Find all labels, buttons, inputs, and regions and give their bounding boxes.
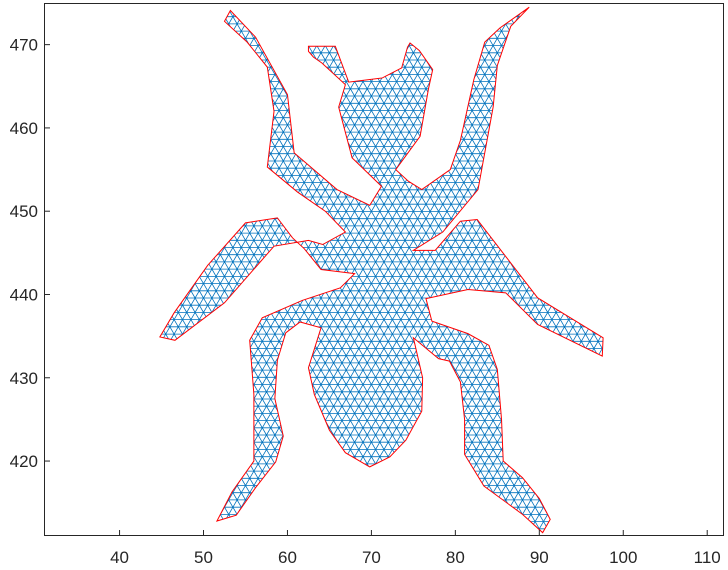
x-tick-label: 100 <box>609 548 637 567</box>
x-tick-label: 90 <box>530 548 549 567</box>
axes-box <box>44 3 724 536</box>
y-tick-label: 440 <box>10 285 38 304</box>
x-tick-label: 40 <box>110 548 129 567</box>
boundary-outline <box>159 6 604 534</box>
y-tick-label: 420 <box>10 452 38 471</box>
y-tick-label: 450 <box>10 202 38 221</box>
y-tick-label: 460 <box>10 119 38 138</box>
y-tick-label: 470 <box>10 36 38 55</box>
x-tick-label: 70 <box>362 548 381 567</box>
y-tick-label: 430 <box>10 369 38 388</box>
tick-labels: 40 50 60 70 80 90 100 110 420 430 440 450 460 470 <box>10 36 721 567</box>
x-tick-label: 80 <box>446 548 465 567</box>
x-tick-label: 110 <box>694 548 721 567</box>
x-tick-label: 60 <box>278 548 297 567</box>
x-tick-label: 50 <box>194 548 213 567</box>
